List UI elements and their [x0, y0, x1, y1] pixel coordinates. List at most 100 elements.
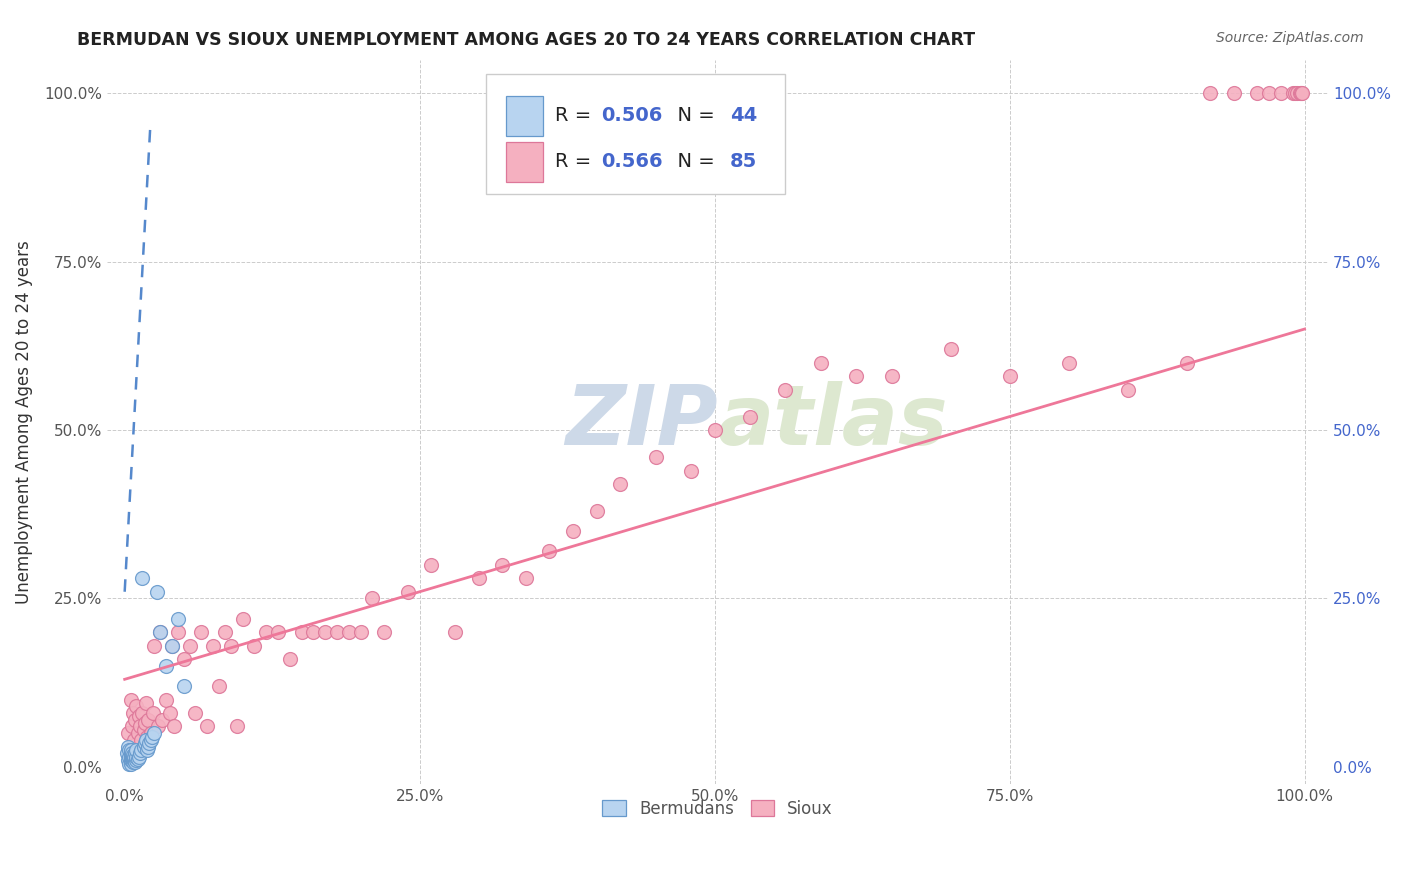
Point — [121, 747, 143, 761]
Point — [225, 719, 247, 733]
Point — [131, 571, 153, 585]
Point — [1284, 87, 1306, 101]
Point — [173, 679, 195, 693]
Point — [134, 716, 156, 731]
Text: 44: 44 — [730, 106, 756, 126]
Point — [120, 756, 142, 771]
Point — [136, 730, 159, 744]
Y-axis label: Unemployment Among Ages 20 to 24 years: Unemployment Among Ages 20 to 24 years — [15, 240, 32, 604]
Point — [609, 477, 631, 491]
Point — [122, 753, 145, 767]
Point — [115, 747, 138, 761]
Point — [142, 706, 165, 720]
Text: 0.506: 0.506 — [602, 106, 662, 126]
Point — [1281, 87, 1303, 101]
Text: ZIP: ZIP — [565, 381, 717, 462]
Point — [120, 749, 142, 764]
Point — [1246, 87, 1268, 101]
Point — [143, 726, 166, 740]
Point — [1289, 87, 1312, 101]
Text: Source: ZipAtlas.com: Source: ZipAtlas.com — [1216, 31, 1364, 45]
Point — [179, 639, 201, 653]
Point — [373, 625, 395, 640]
Point — [679, 463, 702, 477]
Point — [122, 755, 145, 769]
Point — [146, 719, 169, 733]
Point — [121, 749, 143, 764]
Point — [139, 733, 162, 747]
Point — [1288, 87, 1310, 101]
Text: BERMUDAN VS SIOUX UNEMPLOYMENT AMONG AGES 20 TO 24 YEARS CORRELATION CHART: BERMUDAN VS SIOUX UNEMPLOYMENT AMONG AGE… — [77, 31, 976, 49]
Point — [131, 706, 153, 720]
Point — [337, 625, 360, 640]
Point — [155, 658, 177, 673]
Point — [120, 743, 142, 757]
Point — [1116, 383, 1139, 397]
Point — [1291, 87, 1313, 101]
Point — [467, 571, 489, 585]
Point — [184, 706, 207, 720]
Point — [291, 625, 314, 640]
Point — [118, 743, 141, 757]
Point — [267, 625, 290, 640]
Point — [444, 625, 467, 640]
Point — [129, 719, 152, 733]
Point — [190, 625, 212, 640]
Text: N =: N = — [665, 153, 721, 171]
Point — [129, 743, 152, 757]
Point — [254, 625, 277, 640]
Point — [132, 739, 155, 754]
Point — [120, 747, 142, 761]
Point — [122, 749, 145, 764]
Point — [135, 733, 157, 747]
Point — [143, 639, 166, 653]
Point — [138, 736, 160, 750]
Point — [160, 639, 183, 653]
Point — [1222, 87, 1244, 101]
Point — [1057, 356, 1080, 370]
Point — [166, 612, 188, 626]
Point — [1270, 87, 1292, 101]
Point — [122, 733, 145, 747]
Point — [136, 743, 159, 757]
Point — [562, 524, 585, 538]
Point — [124, 747, 146, 761]
Point — [195, 719, 218, 733]
Point — [644, 450, 666, 464]
Point — [173, 652, 195, 666]
Text: R =: R = — [555, 153, 598, 171]
Point — [124, 755, 146, 769]
FancyBboxPatch shape — [506, 96, 543, 136]
Point — [128, 749, 150, 764]
Point — [127, 752, 149, 766]
Point — [155, 692, 177, 706]
Text: 0.566: 0.566 — [602, 153, 664, 171]
Point — [120, 692, 142, 706]
Point — [117, 753, 139, 767]
Point — [159, 706, 181, 720]
Text: atlas: atlas — [717, 381, 948, 462]
FancyBboxPatch shape — [506, 142, 543, 182]
Point — [141, 730, 163, 744]
Point — [149, 625, 172, 640]
Text: 85: 85 — [730, 153, 756, 171]
Point — [125, 743, 148, 757]
Point — [145, 584, 167, 599]
Point — [120, 753, 142, 767]
Point — [132, 723, 155, 737]
Point — [160, 639, 183, 653]
Point — [703, 423, 725, 437]
Point — [1286, 87, 1309, 101]
Point — [350, 625, 373, 640]
Point — [1199, 87, 1222, 101]
Point — [1258, 87, 1281, 101]
Point — [134, 736, 156, 750]
Point — [136, 739, 159, 754]
Point — [491, 558, 513, 572]
Point — [124, 713, 146, 727]
Point — [117, 726, 139, 740]
Point — [585, 504, 607, 518]
Point — [118, 749, 141, 764]
Point — [136, 713, 159, 727]
Point — [166, 625, 188, 640]
